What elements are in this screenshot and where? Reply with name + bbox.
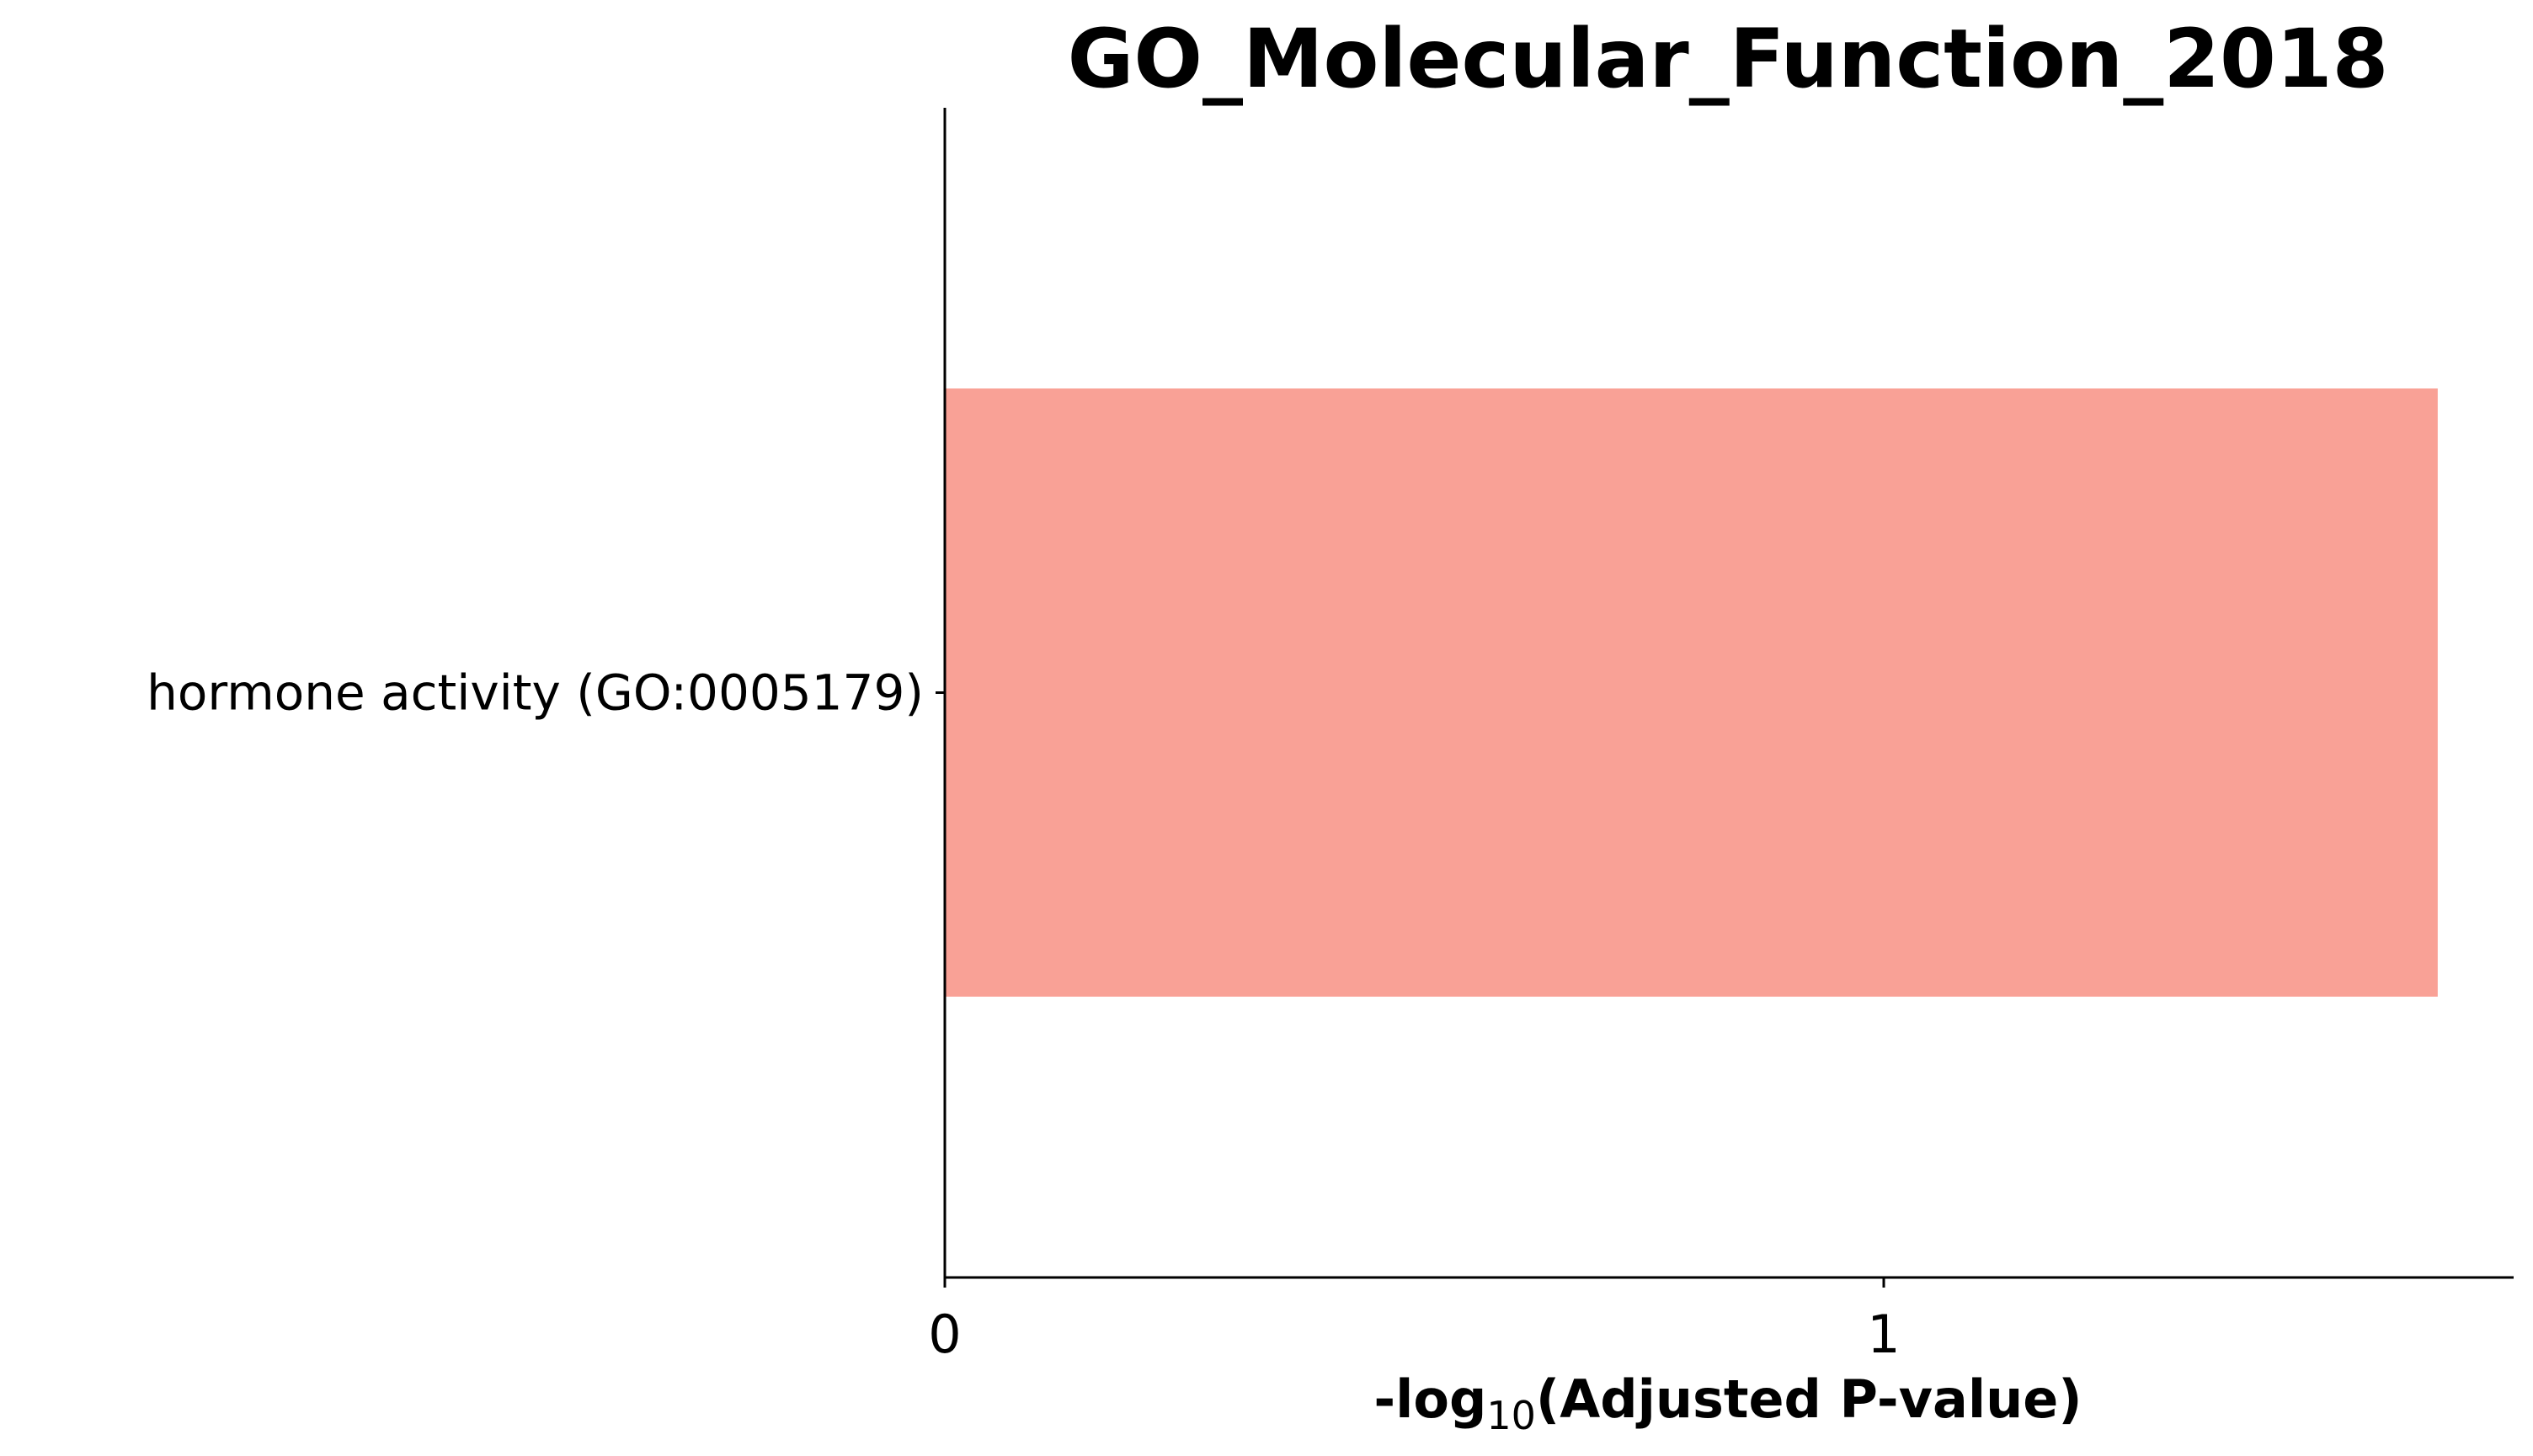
bars-group xyxy=(945,388,2438,997)
chart-title: GO_Molecular_Function_2018 xyxy=(1068,12,2389,106)
x-tick-label: 0 xyxy=(928,1304,961,1365)
x-tick-label: 1 xyxy=(1867,1304,1900,1365)
bar xyxy=(945,388,2438,997)
x-axis-label: -log10(Adjusted P-value) xyxy=(1373,1368,2082,1438)
y-tick-label: hormone activity (GO:0005179) xyxy=(147,664,924,722)
y-ticks-group: hormone activity (GO:0005179) xyxy=(147,664,945,722)
